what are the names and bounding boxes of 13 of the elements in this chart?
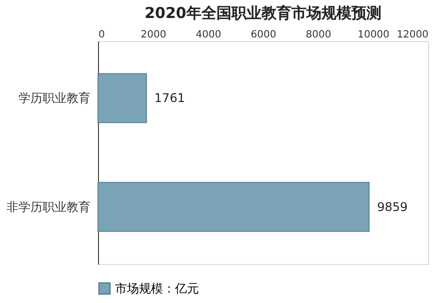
- y-tick-label: 非学历职业教育: [6, 200, 90, 214]
- data-label: 9859: [377, 200, 408, 214]
- y-tick-label: 学历职业教育: [18, 91, 90, 106]
- chart-title: 2020年全国职业教育市场规模预测: [144, 4, 382, 22]
- x-tick-label: 10000: [358, 30, 390, 40]
- x-tick-label: 12000: [396, 30, 428, 40]
- x-tick-label: 2000: [140, 30, 166, 40]
- data-label: 1761: [154, 91, 185, 106]
- x-tick-label: 8000: [306, 30, 332, 40]
- x-tick-label: 6000: [250, 30, 276, 40]
- x-tick-label: 4000: [196, 30, 222, 40]
- legend-label: 市场规模：亿元: [115, 282, 199, 296]
- x-tick-label: 0: [98, 30, 105, 40]
